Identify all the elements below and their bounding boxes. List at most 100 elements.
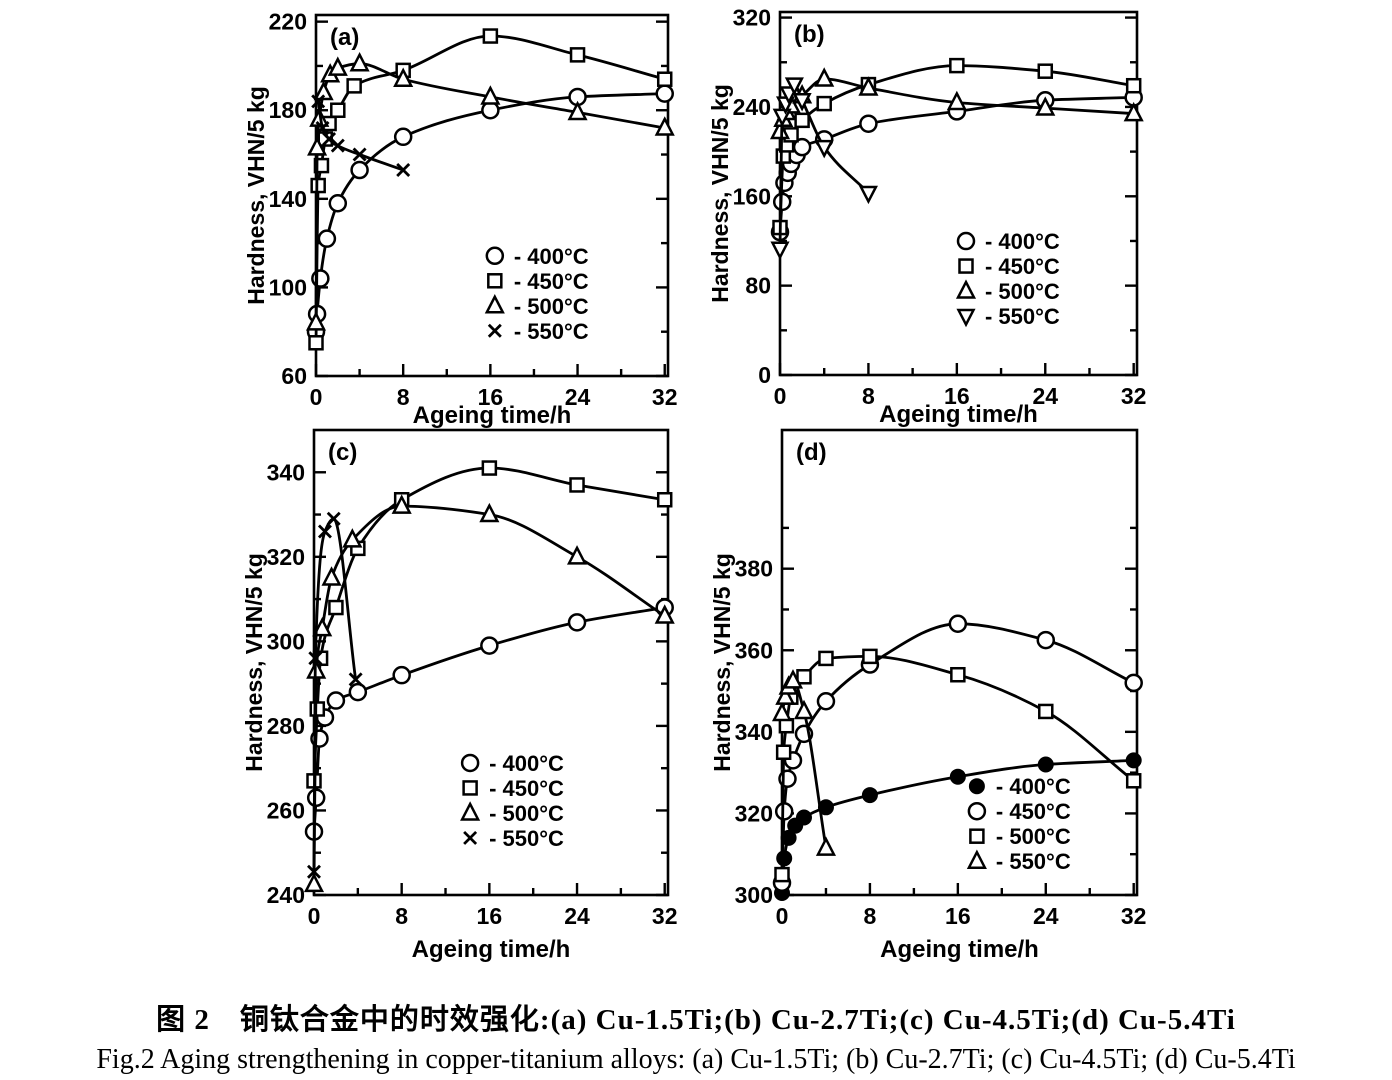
chart-panel-a: 0 8 16 24 32 60 100 140 180 220 Ageing time/h Hardn… bbox=[240, 0, 692, 436]
legend: - 400°C- 450°C- 500°C- 550°C bbox=[955, 229, 1060, 329]
svg-text:24: 24 bbox=[564, 903, 590, 929]
legend: - 400°C- 450°C- 500°C- 550°C bbox=[460, 751, 564, 851]
svg-text:240: 240 bbox=[267, 882, 305, 908]
chart-svg-d: 0 8 16 24 32 300 320 340 360 380 Ageing time/h Hard… bbox=[709, 428, 1147, 963]
legend-label: - 550°C bbox=[996, 849, 1071, 874]
legend-label: - 450°C bbox=[996, 799, 1071, 824]
legend-label: - 500°C bbox=[996, 824, 1071, 849]
panel-label: (a) bbox=[330, 24, 359, 51]
series-550c bbox=[770, 77, 878, 261]
legend-label: - 500°C bbox=[985, 279, 1060, 304]
svg-text:16: 16 bbox=[478, 384, 504, 410]
series-550c bbox=[771, 669, 837, 856]
series-400c bbox=[304, 598, 674, 841]
series-400c bbox=[774, 752, 1142, 901]
legend-label: - 550°C bbox=[514, 319, 589, 344]
series-550c bbox=[311, 94, 411, 178]
svg-text:16: 16 bbox=[945, 903, 971, 929]
chart-panel-d: 0 8 16 24 32 300 320 340 360 380 Ageing time/h Hard… bbox=[706, 416, 1158, 994]
svg-text:32: 32 bbox=[1121, 383, 1147, 409]
svg-text:16: 16 bbox=[944, 383, 970, 409]
chart-panel-b: 0 8 16 24 32 0 80 160 240 320 Ageing time/h Hardnes… bbox=[704, 0, 1156, 436]
svg-text:8: 8 bbox=[864, 903, 877, 929]
svg-text:320: 320 bbox=[735, 800, 773, 826]
x-axis-label: Ageing time/h bbox=[880, 936, 1039, 963]
svg-text:0: 0 bbox=[776, 903, 789, 929]
svg-text:32: 32 bbox=[1121, 903, 1147, 929]
series-500c bbox=[305, 51, 675, 331]
svg-text:8: 8 bbox=[862, 383, 875, 409]
axis-ticks bbox=[780, 526, 1137, 897]
legend-label: - 400°C bbox=[996, 774, 1071, 799]
svg-text:24: 24 bbox=[1032, 383, 1058, 409]
svg-text:0: 0 bbox=[310, 384, 323, 410]
axis-tick-labels: 0 8 16 24 32 240 260 280 300 320 340 bbox=[267, 459, 678, 929]
svg-text:60: 60 bbox=[281, 363, 307, 389]
svg-text:80: 80 bbox=[745, 273, 771, 299]
legend: - 400°C- 450°C- 500°C- 550°C bbox=[966, 774, 1071, 874]
legend-label: - 500°C bbox=[489, 801, 564, 826]
svg-text:380: 380 bbox=[735, 556, 773, 582]
legend-label: - 450°C bbox=[514, 269, 589, 294]
svg-text:340: 340 bbox=[735, 719, 773, 745]
svg-text:360: 360 bbox=[735, 637, 773, 663]
chart-panel-c: 0 8 16 24 32 240 260 280 300 320 340 Ageing time/h H… bbox=[238, 416, 690, 994]
panel-label: (d) bbox=[796, 439, 827, 466]
svg-text:340: 340 bbox=[267, 459, 305, 485]
svg-text:0: 0 bbox=[758, 362, 771, 388]
svg-text:160: 160 bbox=[733, 183, 771, 209]
svg-text:0: 0 bbox=[774, 383, 787, 409]
svg-text:280: 280 bbox=[267, 713, 305, 739]
svg-text:180: 180 bbox=[269, 97, 307, 123]
svg-text:8: 8 bbox=[395, 903, 408, 929]
svg-text:260: 260 bbox=[267, 797, 305, 823]
svg-text:320: 320 bbox=[733, 5, 771, 31]
svg-text:8: 8 bbox=[397, 384, 410, 410]
x-axis-label: Ageing time/h bbox=[412, 936, 571, 963]
series-550c bbox=[307, 511, 363, 879]
x-axis-label: Ageing time/h bbox=[879, 401, 1038, 428]
panel-label: (b) bbox=[794, 21, 825, 48]
svg-text:16: 16 bbox=[477, 903, 503, 929]
svg-text:300: 300 bbox=[267, 628, 305, 654]
plot-frame bbox=[314, 13, 670, 378]
caption-english: Fig.2 Aging strengthening in copper-tita… bbox=[96, 1044, 1296, 1075]
svg-text:240: 240 bbox=[733, 94, 771, 120]
y-axis-label: Hardness, VHN/5 kg bbox=[241, 553, 267, 772]
series-500c bbox=[774, 648, 1142, 883]
axis-tick-labels: 0 8 16 24 32 300 320 340 360 380 bbox=[735, 556, 1147, 929]
svg-text:320: 320 bbox=[267, 544, 305, 570]
legend-label: - 400°C bbox=[985, 229, 1060, 254]
y-axis-label: Hardness, VHN/5 kg bbox=[243, 86, 269, 305]
svg-text:32: 32 bbox=[652, 903, 678, 929]
panel-label: (c) bbox=[328, 439, 357, 466]
x-axis-label: Ageing time/h bbox=[413, 402, 572, 429]
legend-label: - 450°C bbox=[489, 776, 564, 801]
legend-label: - 500°C bbox=[514, 294, 589, 319]
legend-label: - 400°C bbox=[514, 244, 589, 269]
svg-text:32: 32 bbox=[652, 384, 678, 410]
series-450c bbox=[308, 28, 673, 351]
series-400c bbox=[306, 84, 674, 341]
legend-label: - 400°C bbox=[489, 751, 564, 776]
svg-text:24: 24 bbox=[565, 384, 591, 410]
chart-svg-a: 0 8 16 24 32 60 100 140 180 220 Ageing time/h Hardn… bbox=[243, 9, 678, 429]
caption-chinese: 图 2 铜钛合金中的时效强化:(a) Cu-1.5Ti;(b) Cu-2.7Ti… bbox=[156, 1004, 1236, 1036]
legend-label: - 550°C bbox=[985, 304, 1060, 329]
svg-text:0: 0 bbox=[308, 903, 321, 929]
plot-frame bbox=[780, 428, 1139, 897]
chart-svg-c: 0 8 16 24 32 240 260 280 300 320 340 Ageing time/h H… bbox=[241, 428, 678, 963]
y-axis-label: Hardness, VHN/5 kg bbox=[709, 553, 735, 772]
legend-label: - 550°C bbox=[489, 826, 564, 851]
svg-text:220: 220 bbox=[269, 9, 307, 35]
y-axis-label: Hardness, VHN/5 kg bbox=[707, 84, 733, 303]
axis-tick-labels: 0 8 16 24 32 60 100 140 180 220 bbox=[269, 9, 678, 410]
legend-label: - 450°C bbox=[985, 254, 1060, 279]
axis-ticks bbox=[314, 20, 668, 378]
svg-text:100: 100 bbox=[269, 274, 307, 300]
figure-caption: 图 2 铜钛合金中的时效强化:(a) Cu-1.5Ti;(b) Cu-2.7Ti… bbox=[0, 996, 1392, 1076]
legend: - 400°C- 450°C- 500°C- 550°C bbox=[484, 244, 589, 344]
